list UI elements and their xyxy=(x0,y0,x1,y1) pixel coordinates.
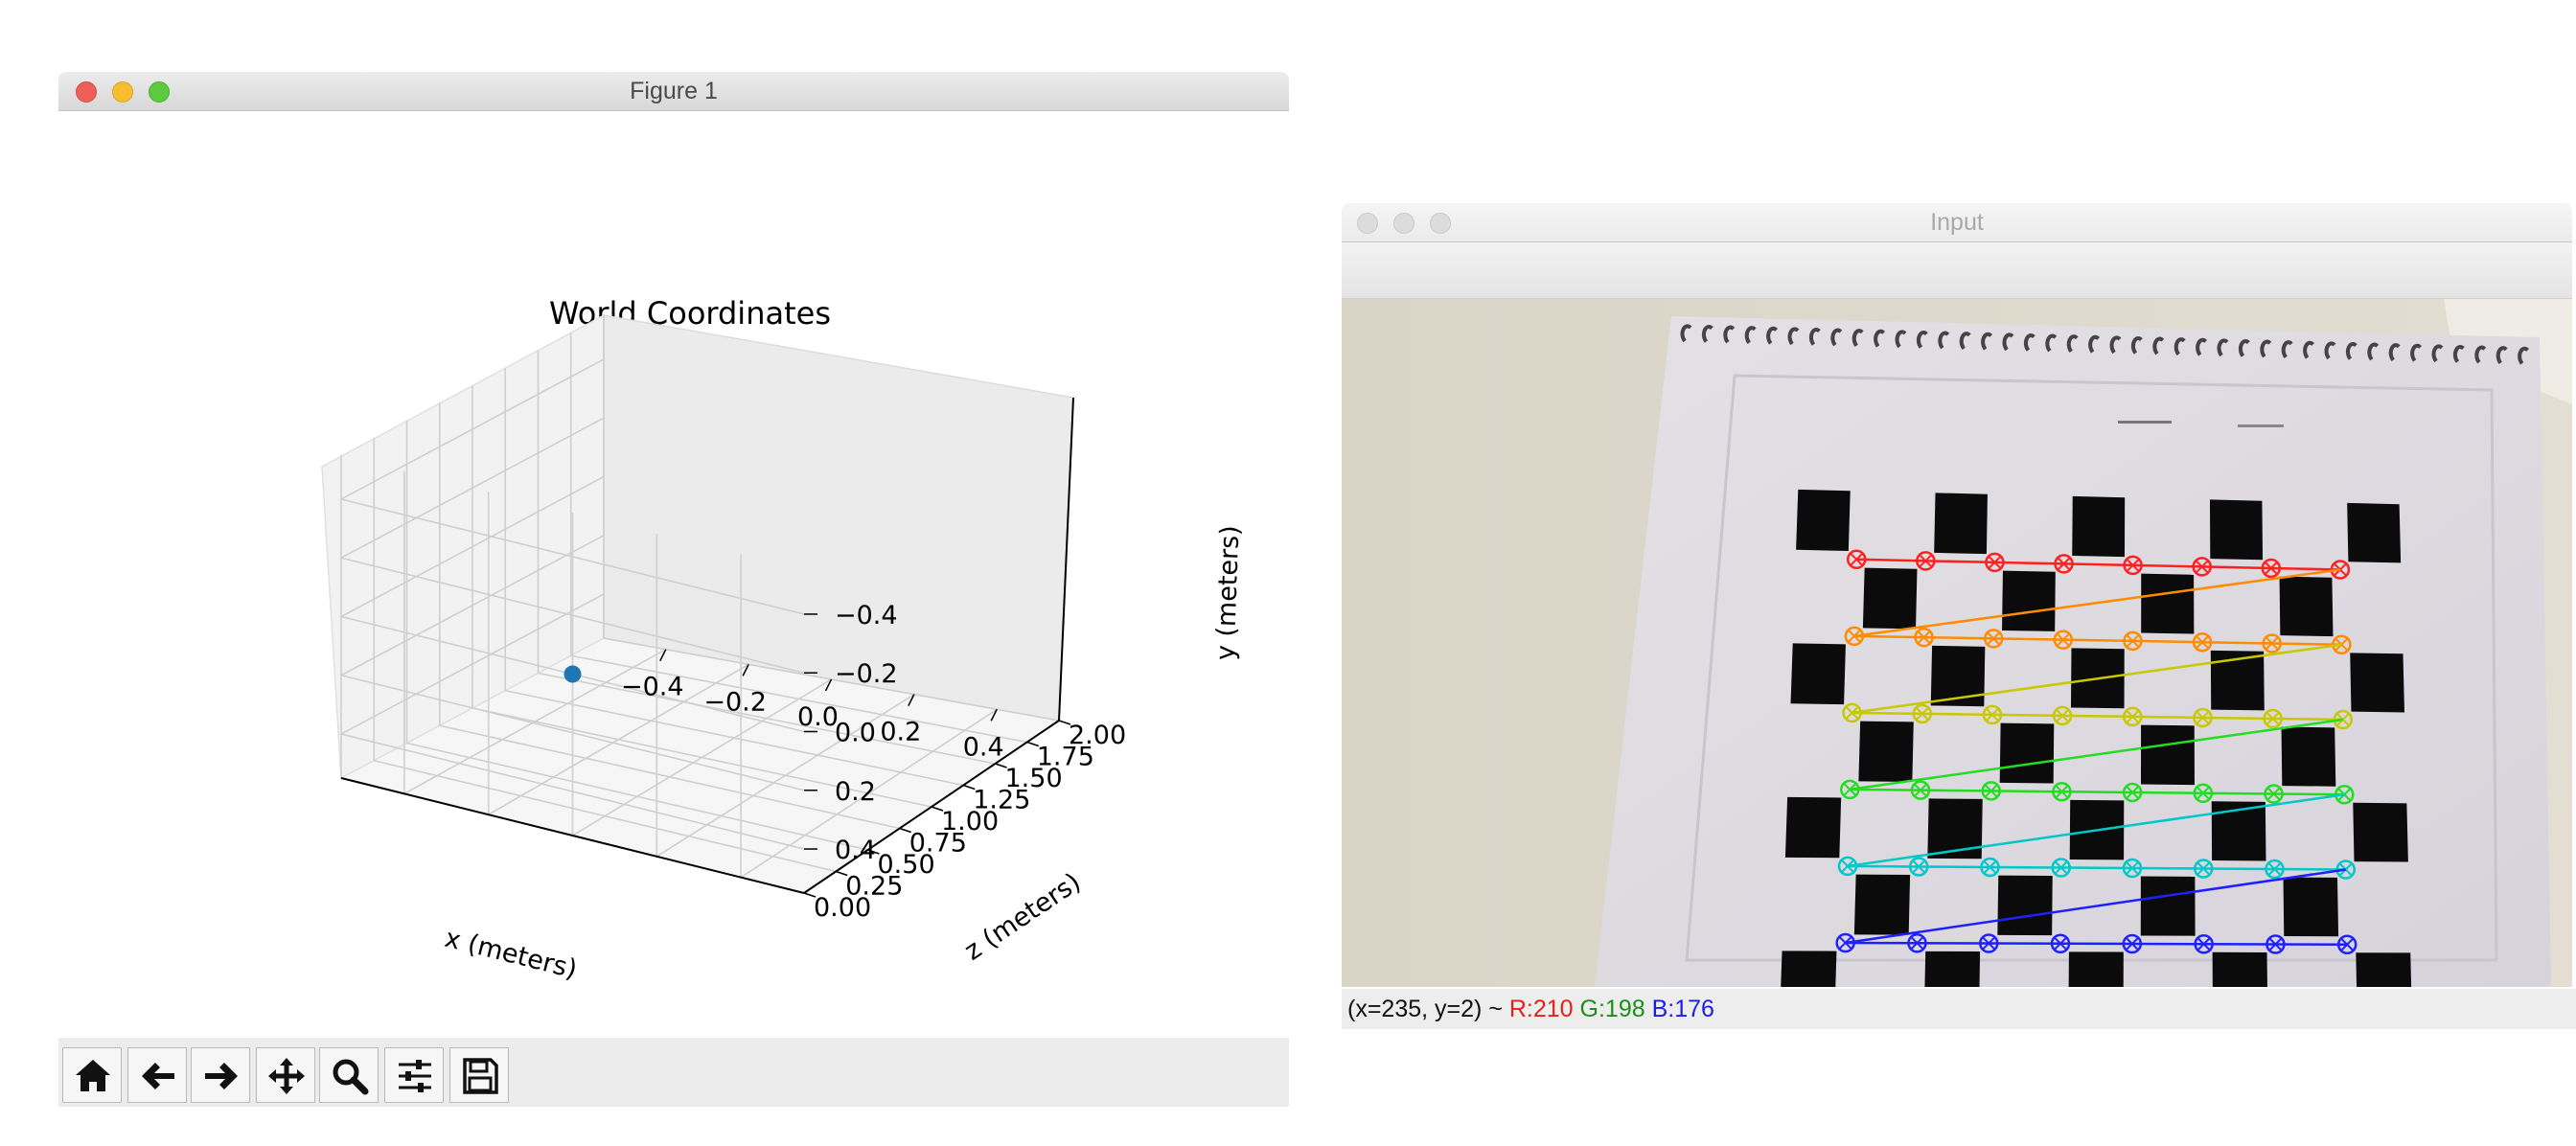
camera-image[interactable] xyxy=(1342,299,2572,987)
y-tick-label: −0.2 xyxy=(835,659,898,689)
x-tick-label: −0.2 xyxy=(703,687,767,717)
forward-button[interactable] xyxy=(191,1047,250,1103)
home-button[interactable] xyxy=(62,1047,122,1103)
red-value: R:210 xyxy=(1508,996,1574,1022)
y-axis-label: y (meters) xyxy=(1211,525,1246,661)
figure-titlebar[interactable]: Figure 1 xyxy=(58,72,1289,111)
x-tick-label: 0.0 xyxy=(797,702,839,732)
x-tick-label: 0.2 xyxy=(880,718,921,747)
z-tick-label: 0.75 xyxy=(909,829,967,859)
x-tick-label: 0.4 xyxy=(963,732,1004,762)
green-value: G:198 xyxy=(1579,996,1645,1022)
z-tick-label: 1.50 xyxy=(1005,764,1063,793)
configure-subplots-button[interactable] xyxy=(384,1047,444,1103)
paper-border xyxy=(1685,374,2498,962)
y-tick-label: 0.4 xyxy=(835,836,876,865)
zoom-button[interactable] xyxy=(319,1047,379,1103)
input-title: Input xyxy=(1930,209,1984,236)
close-button[interactable] xyxy=(1357,213,1378,234)
x-axis-label: x (meters) xyxy=(442,924,580,985)
close-button[interactable] xyxy=(76,81,97,103)
pan-icon xyxy=(268,1058,305,1094)
x-tick-label: −0.4 xyxy=(621,673,684,702)
cursor-coords: (x=235, y=2) ~ xyxy=(1347,996,1503,1022)
input-titlebar[interactable]: Input xyxy=(1342,203,2572,242)
z-tick-label: 2.00 xyxy=(1069,721,1126,750)
spiral-binding xyxy=(1680,324,2530,365)
figure-title: Figure 1 xyxy=(630,78,718,104)
pan-button[interactable] xyxy=(256,1047,315,1103)
3d-plot[interactable]: World Coordinates −0.4−0.20.00.20.40.000… xyxy=(58,114,1289,1034)
y-tick-label: −0.4 xyxy=(835,601,898,630)
configure-subplots-icon xyxy=(399,1060,431,1092)
zoom-window-button[interactable] xyxy=(1430,213,1451,234)
gridlines xyxy=(338,315,1060,894)
z-axis-label: z (meters) xyxy=(959,867,1087,966)
home-icon xyxy=(76,1060,110,1091)
z-tick-label: 0.25 xyxy=(845,872,903,902)
tick-marks xyxy=(659,613,1071,898)
matplotlib-toolbar xyxy=(58,1038,1289,1107)
z-tick-label: 1.75 xyxy=(1037,743,1094,772)
scatter-point xyxy=(564,665,582,683)
minimize-button[interactable] xyxy=(112,81,133,103)
blue-value: B:176 xyxy=(1651,996,1714,1022)
save-icon xyxy=(463,1058,498,1094)
input-window: Input (x=235, y= xyxy=(1342,203,2576,1029)
back-button[interactable] xyxy=(127,1047,187,1103)
back-icon xyxy=(142,1063,174,1089)
detected-corners xyxy=(1835,549,2358,954)
minimize-button[interactable] xyxy=(1393,213,1414,234)
z-tick-label: 1.00 xyxy=(941,807,999,837)
window-toolbar xyxy=(1342,242,2572,299)
z-tick-label: 0.50 xyxy=(878,850,935,880)
forward-icon xyxy=(205,1063,238,1089)
zoom-icon xyxy=(333,1059,369,1095)
checkerboard xyxy=(1781,489,2412,987)
zoom-window-button[interactable] xyxy=(149,81,170,103)
tick-labels: −0.4−0.20.00.20.40.000.250.500.751.001.2… xyxy=(621,601,1126,923)
figure-window: Figure 1 World Coordinates −0.4 −0.2 0.0 0.… xyxy=(58,72,1289,1107)
pixel-status-bar: (x=235, y=2) ~ R:210 G:198 B:176 xyxy=(1342,989,2576,1029)
y-tick-label: 0.0 xyxy=(835,719,876,748)
y-tick-label: 0.2 xyxy=(835,777,876,807)
z-tick-label: 0.00 xyxy=(814,893,871,923)
save-button[interactable] xyxy=(449,1047,509,1103)
paper-printed-text xyxy=(2118,421,2284,427)
data-points xyxy=(564,665,582,683)
z-tick-label: 1.25 xyxy=(973,786,1030,815)
